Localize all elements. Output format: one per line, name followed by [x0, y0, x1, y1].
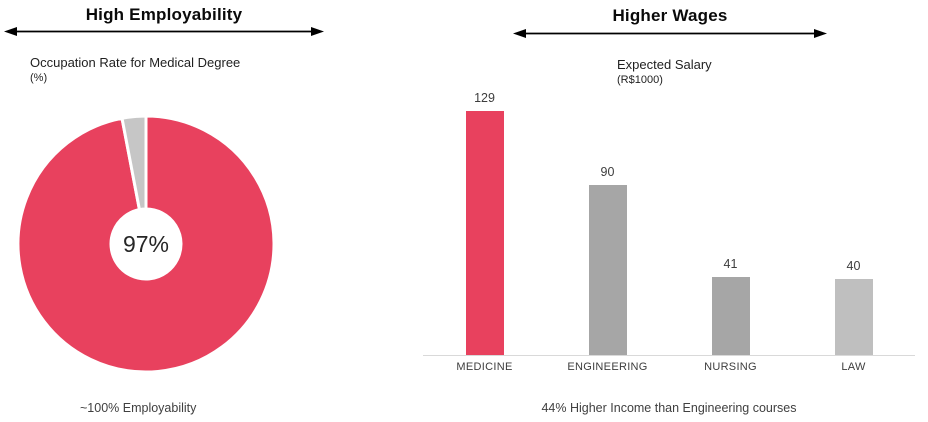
right-double-arrow-icon — [513, 29, 827, 38]
bar-slot-law: 40 — [792, 90, 915, 355]
donut-slice-1 — [120, 114, 148, 212]
donut-chart: 97% — [16, 114, 276, 374]
donut-center-label: 97% — [123, 231, 169, 257]
x-axis-line — [423, 355, 915, 356]
bar-value-label-law: 40 — [846, 259, 861, 274]
employability-caption: ~100% Employability — [80, 401, 197, 415]
bar-chart-unit: (R$1000) — [617, 74, 663, 87]
bar-chart: 129 90 41 40 — [423, 90, 915, 355]
bar-nursing — [711, 277, 750, 355]
donut-slice-0 — [16, 114, 276, 374]
bar-value-label-nursing: 41 — [723, 257, 738, 272]
bar-slot-engineering: 90 — [546, 90, 669, 355]
bar-value-label-medicine: 129 — [474, 90, 495, 105]
employability-panel-title: High Employability — [85, 5, 243, 24]
bar-engineering — [588, 184, 627, 355]
donut-chart-unit: (%) — [30, 72, 48, 85]
bar-slot-nursing: 41 — [669, 90, 792, 355]
bar-value-label-engineering: 90 — [600, 164, 615, 179]
bar-category-label-medicine: MEDICINE — [456, 361, 513, 373]
donut-chart-header: Occupation Rate for Medical Degree (%) — [30, 54, 240, 86]
bar-category-label-engineering: ENGINEERING — [567, 361, 648, 373]
bar-category-label-law: LAW — [841, 361, 866, 373]
donut-chart-title: Occupation Rate for Medical Degree — [30, 55, 241, 70]
bar-chart-title: Expected Salary — [617, 57, 712, 72]
bar-medicine — [465, 110, 504, 355]
bar-category-label-nursing: NURSING — [704, 361, 757, 373]
bar-slot-medicine: 129 — [423, 90, 546, 355]
wages-panel-title: Higher Wages — [612, 6, 728, 25]
bar-chart-header: Expected Salary (R$1000) — [617, 56, 712, 88]
bar-law — [834, 279, 873, 355]
bar-category-labels: MEDICINE ENGINEERING NURSING LAW — [423, 361, 915, 373]
wages-caption: 44% Higher Income than Engineering cours… — [541, 401, 797, 415]
left-double-arrow-icon — [4, 27, 324, 36]
